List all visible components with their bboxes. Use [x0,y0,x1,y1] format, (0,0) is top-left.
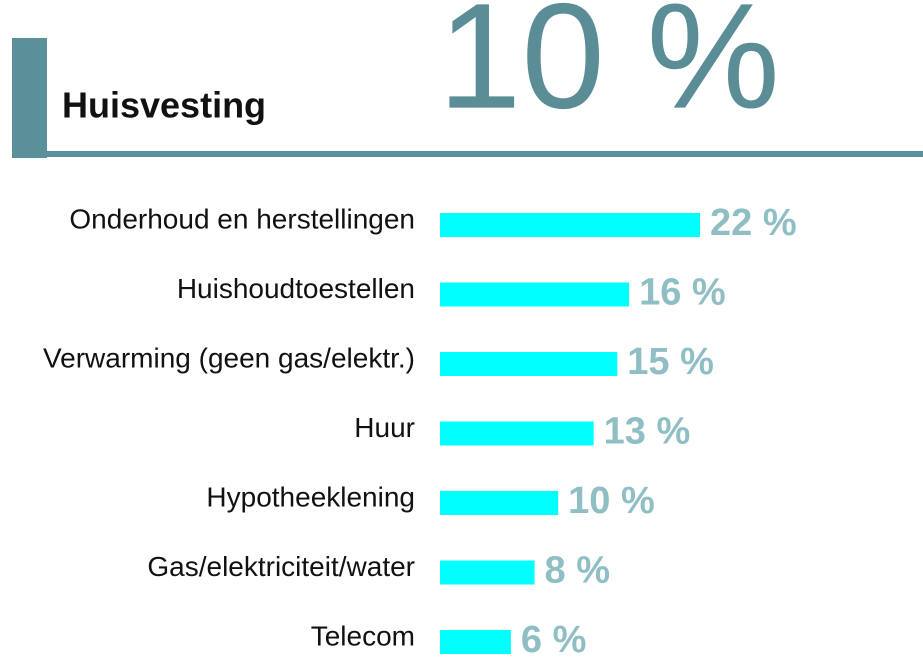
category-label: Gas/elektriciteit/water [147,551,415,582]
bar [440,352,618,376]
bar [440,213,700,237]
value-label: 10 % [568,480,655,522]
chart-title: Huisvesting [62,85,266,126]
value-label: 22 % [710,202,797,244]
value-label: 6 % [521,619,586,660]
category-label: Onderhoud en herstellingen [69,203,415,234]
category-label: Huishoudtoestellen [177,273,415,304]
value-label: 16 % [639,272,726,314]
bar [440,491,559,515]
bar [440,282,630,307]
header-rule [12,151,923,157]
category-label: Hypotheeklening [206,481,415,512]
category-label: Telecom [311,620,415,651]
headline-value: 10 % [438,0,780,140]
bar [440,421,594,446]
value-label: 13 % [604,411,691,453]
bar [440,560,535,585]
value-label: 15 % [627,341,714,383]
category-label: Huur [354,412,415,443]
category-label: Verwarming (geen gas/elektr.) [43,342,415,373]
header-accent [12,38,47,158]
bar [440,630,511,654]
value-label: 8 % [545,550,610,592]
